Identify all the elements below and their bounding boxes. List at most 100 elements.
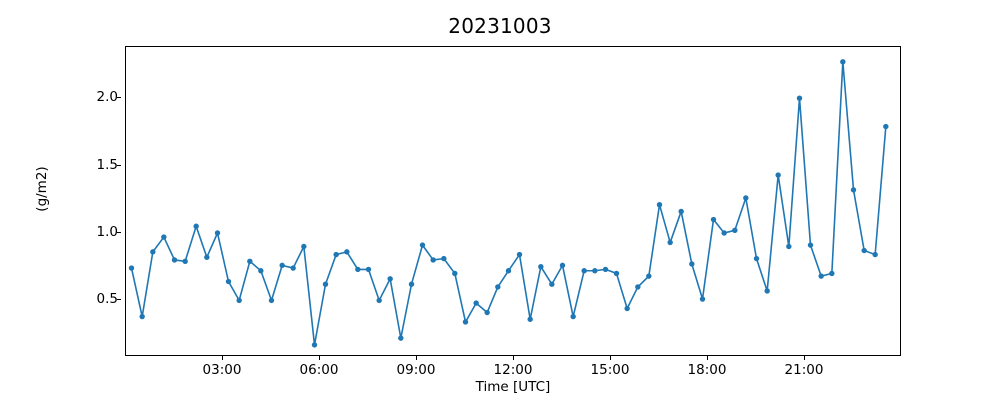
- x-tick-mark: [416, 356, 418, 360]
- series-plot: [128, 59, 889, 348]
- data-point: [408, 281, 415, 287]
- data-point: [818, 273, 824, 279]
- data-point: [193, 223, 199, 229]
- data-point: [710, 216, 717, 223]
- y-tick-mark: [117, 164, 121, 166]
- y-axis-label: (g/m2): [34, 166, 50, 212]
- x-tick-label: 12:00: [493, 362, 533, 378]
- data-point: [441, 255, 447, 262]
- data-point: [872, 251, 878, 258]
- data-point: [322, 281, 329, 287]
- y-tick-mark: [117, 232, 121, 234]
- data-point: [430, 257, 436, 263]
- data-point: [559, 262, 566, 269]
- data-point: [840, 59, 846, 65]
- x-tick-mark: [319, 356, 321, 360]
- data-point: [462, 319, 469, 325]
- x-tick-mark: [610, 356, 612, 360]
- data-point: [279, 262, 285, 269]
- x-tick-label: 09:00: [396, 362, 436, 378]
- data-point: [419, 242, 426, 248]
- x-tick-mark: [222, 356, 224, 360]
- x-tick-mark: [513, 356, 515, 360]
- data-point: [538, 264, 544, 270]
- data-point: [775, 172, 781, 178]
- x-tick-label: 03:00: [202, 362, 242, 378]
- data-point: [365, 266, 372, 273]
- data-point: [161, 234, 167, 240]
- data-point: [635, 284, 641, 290]
- x-tick-mark: [707, 356, 709, 360]
- data-point: [646, 273, 652, 279]
- x-tick-label: 06:00: [299, 362, 339, 378]
- data-point: [182, 258, 188, 264]
- data-point: [268, 297, 275, 304]
- data-point: [592, 268, 598, 274]
- data-point: [139, 313, 145, 320]
- x-tick-label: 15:00: [590, 362, 630, 378]
- y-axis-ticks: 0.5 1.0 1.5 2.0: [68, 46, 121, 356]
- data-point: [549, 281, 555, 287]
- data-point: [398, 335, 404, 341]
- data-point: [656, 202, 663, 208]
- data-point: [387, 276, 393, 282]
- data-point: [786, 243, 792, 250]
- x-tick-label: 21:00: [784, 362, 824, 378]
- data-point: [667, 239, 673, 246]
- data-point: [236, 297, 242, 304]
- x-tick-mark: [804, 356, 806, 360]
- data-point: [311, 342, 318, 348]
- data-point: [495, 284, 501, 290]
- data-point: [861, 247, 867, 254]
- plot-area: [125, 46, 901, 356]
- chart-title: 20231003: [448, 14, 552, 38]
- data-point: [247, 258, 253, 264]
- data-point: [128, 265, 135, 271]
- data-point: [721, 230, 727, 236]
- data-point: [516, 251, 523, 258]
- data-point: [171, 257, 178, 263]
- data-point: [883, 123, 889, 130]
- data-point: [807, 242, 814, 248]
- data-point: [527, 316, 533, 322]
- data-point: [355, 266, 361, 273]
- data-point: [333, 251, 339, 258]
- data-point: [214, 230, 221, 236]
- data-point: [699, 296, 706, 302]
- data-point: [678, 208, 684, 215]
- data-point: [764, 288, 770, 294]
- data-point: [344, 249, 350, 255]
- data-point: [732, 227, 738, 233]
- data-point: [484, 309, 490, 316]
- data-point: [829, 270, 835, 277]
- series-line: [130, 61, 887, 346]
- data-point: [581, 268, 587, 274]
- data-point: [376, 297, 382, 304]
- data-point: [301, 243, 307, 250]
- data-point: [689, 261, 695, 267]
- y-tick-label: 1.5: [96, 156, 118, 173]
- data-point: [258, 268, 264, 274]
- y-tick-label: 2.0: [96, 89, 118, 106]
- data-point: [225, 278, 232, 285]
- y-tick-label: 0.5: [96, 291, 118, 308]
- data-point: [150, 249, 156, 255]
- data-point: [796, 95, 803, 101]
- series-markers: [128, 59, 889, 348]
- x-axis-label: Time [UTC]: [475, 379, 551, 395]
- data-point: [743, 195, 749, 201]
- data-point: [753, 255, 760, 262]
- data-point: [452, 270, 458, 277]
- data-point: [204, 254, 210, 260]
- y-tick-mark: [117, 299, 121, 301]
- y-tick-mark: [117, 97, 121, 99]
- data-point: [473, 300, 479, 306]
- data-point: [602, 266, 609, 273]
- data-point: [850, 187, 857, 193]
- data-point: [624, 305, 630, 312]
- x-tick-label: 18:00: [687, 362, 727, 378]
- data-point: [613, 270, 620, 277]
- data-point: [570, 313, 576, 320]
- y-tick-label: 1.0: [96, 224, 118, 240]
